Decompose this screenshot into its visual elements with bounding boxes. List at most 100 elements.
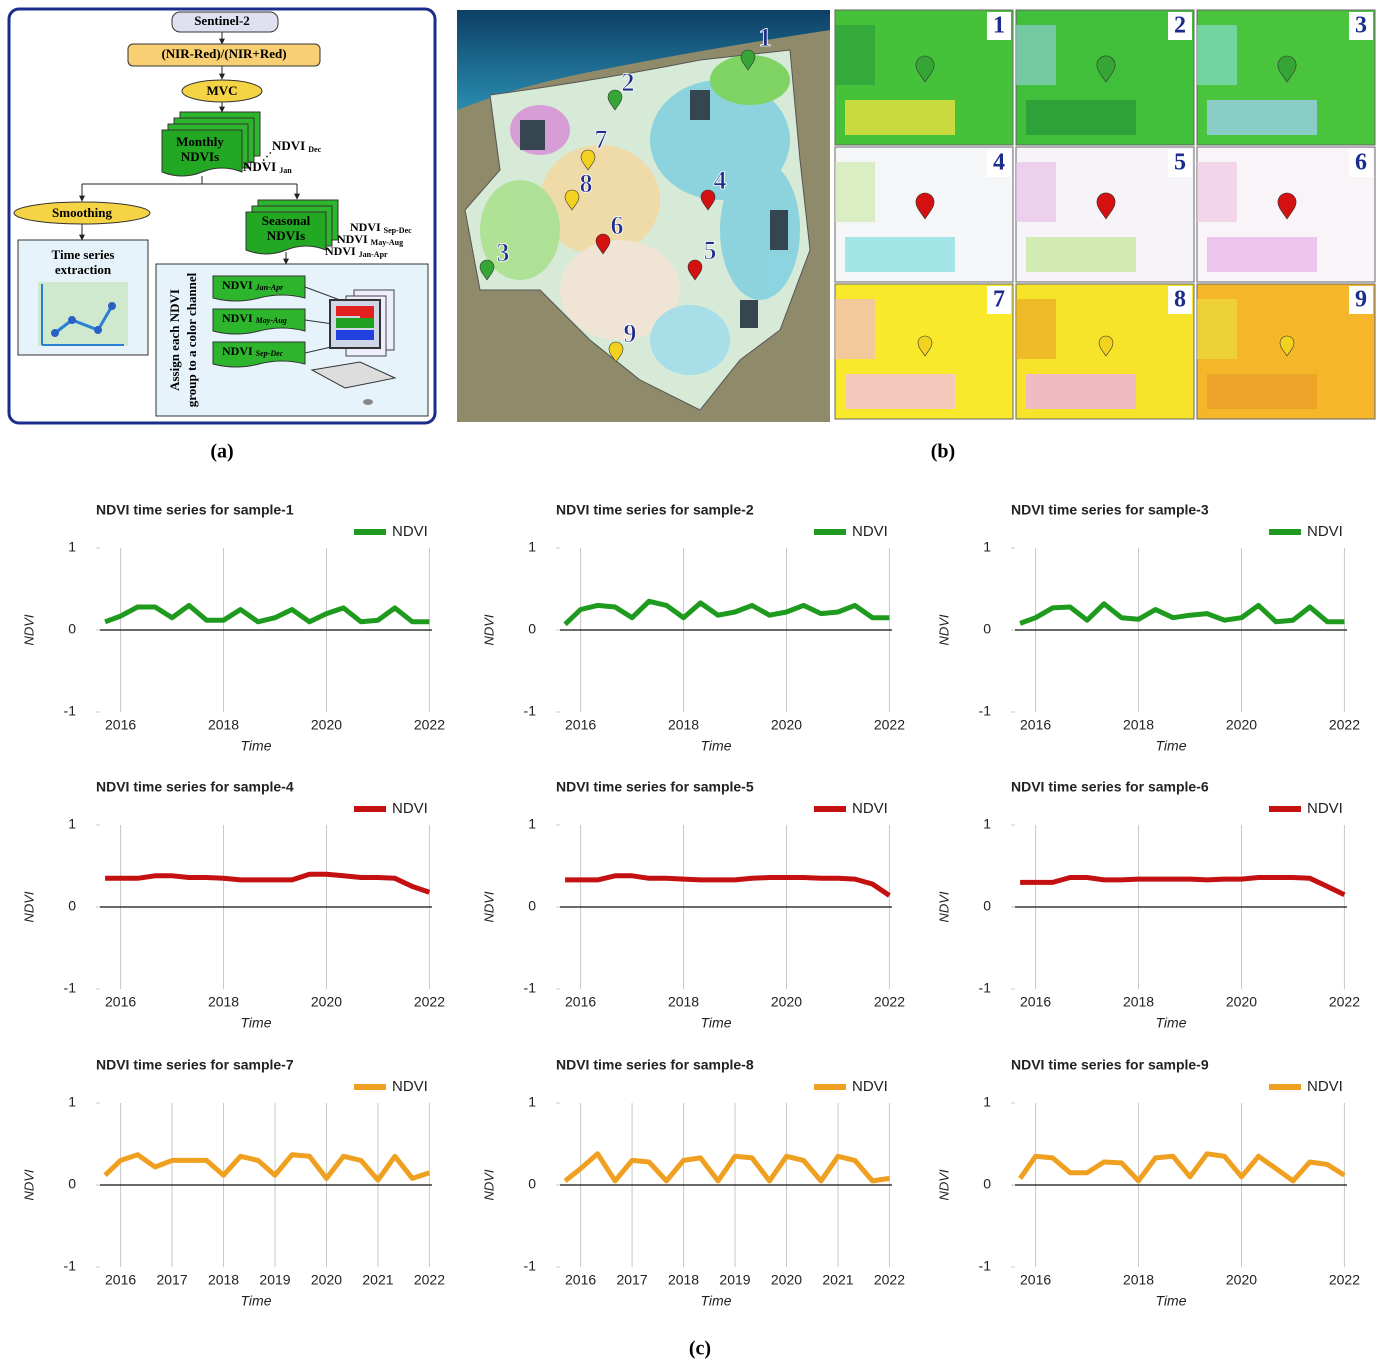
x-tick-label: 2021 <box>822 1272 853 1288</box>
ndvi-line <box>1020 604 1344 624</box>
y-tick-label: -1 <box>64 1258 77 1274</box>
x-tick-label: 2022 <box>874 717 905 733</box>
x-tick-label: 2018 <box>208 717 239 733</box>
y-axis-label: NDVI <box>481 1169 496 1200</box>
x-tick-label: 2020 <box>311 1272 342 1288</box>
legend-label: NDVI <box>1307 1078 1343 1095</box>
y-axis-label: NDVI <box>481 614 496 645</box>
tile-patch <box>1197 162 1237 222</box>
x-tick-label: 2016 <box>105 994 136 1010</box>
y-tick-label: 1 <box>528 1094 536 1110</box>
y-tick-label: 0 <box>68 621 76 637</box>
legend-label: NDVI <box>1307 800 1343 817</box>
mini-chart <box>38 282 128 346</box>
ndvi-sub: Jan-Apr <box>359 250 388 259</box>
y-axis-label: NDVI <box>21 891 36 922</box>
x-tick-label: 2020 <box>1226 717 1257 733</box>
ndvi-line <box>565 601 889 624</box>
ndvi-line <box>565 876 889 896</box>
tile-label: 6 <box>1355 150 1367 176</box>
x-axis-label: Time <box>241 1293 272 1309</box>
marker-label: 9 <box>624 319 637 348</box>
tile-patch <box>1016 162 1056 222</box>
y-tick-label: 0 <box>68 1176 76 1192</box>
tile-patch <box>1016 299 1056 359</box>
ndvi-line <box>1020 878 1344 895</box>
source: Sentinel-2 <box>194 13 250 28</box>
y-tick-label: 1 <box>983 816 991 832</box>
y-tick-label: -1 <box>524 980 537 996</box>
ndvi-text: NDVI <box>325 244 356 258</box>
tile-label: 7 <box>993 287 1005 313</box>
tile-label: 9 <box>1355 287 1367 313</box>
ndvi-chart: NDVI time series for sample-920162018202… <box>936 1057 1360 1309</box>
x-tick-label: 2022 <box>1329 994 1360 1010</box>
legend-label: NDVI <box>392 800 428 817</box>
figure: Sentinel-2 (NIR-Red)/(NIR+Red) MVC Month… <box>0 0 1381 1363</box>
ndvi-sub: Sep-Dec <box>384 226 412 235</box>
chart-title: NDVI time series for sample-1 <box>96 502 294 518</box>
tile-label: 1 <box>993 13 1005 39</box>
x-axis-label: Time <box>701 1293 732 1309</box>
panel-label: (b) <box>931 441 955 463</box>
tile-label: 2 <box>1174 13 1186 39</box>
marker-label: 8 <box>580 169 593 198</box>
tile-patch <box>1026 237 1136 272</box>
seasonal-line: NDVIs <box>267 228 305 243</box>
y-tick-label: 1 <box>68 816 76 832</box>
y-tick-label: 0 <box>983 621 991 637</box>
chart-title: NDVI time series for sample-9 <box>1011 1057 1209 1073</box>
y-axis-label: NDVI <box>21 1169 36 1200</box>
legend-label: NDVI <box>1307 523 1343 540</box>
ndvi-text: NDVI <box>222 344 253 358</box>
x-tick-label: 2018 <box>1123 1272 1154 1288</box>
page: { "flowchart": { "source": "Sentinel-2",… <box>0 0 1381 1363</box>
legend-label: NDVI <box>852 800 888 817</box>
tile-patch <box>1197 25 1237 85</box>
x-tick-label: 2018 <box>668 994 699 1010</box>
extraction-line: Time series <box>52 247 115 262</box>
formula: (NIR-Red)/(NIR+Red) <box>161 46 286 61</box>
x-tick-label: 2022 <box>874 1272 905 1288</box>
monthly-line: NDVIs <box>181 149 219 164</box>
ndvi-sub: Jan-Apr <box>255 283 284 292</box>
marker-label: 4 <box>714 166 727 195</box>
x-tick-label: 2016 <box>565 717 596 733</box>
chart-title: NDVI time series for sample-4 <box>96 779 294 795</box>
y-axis-label: NDVI <box>936 1169 951 1200</box>
chart-title: NDVI time series for sample-2 <box>556 502 754 518</box>
x-tick-label: 2019 <box>259 1272 290 1288</box>
x-tick-label: 2021 <box>362 1272 393 1288</box>
x-tick-label: 2016 <box>565 994 596 1010</box>
x-axis-label: Time <box>1156 738 1187 754</box>
tile-patch <box>1026 100 1136 135</box>
ndvi-line <box>1020 1154 1344 1181</box>
x-tick-label: 2022 <box>414 1272 445 1288</box>
flowchart: Sentinel-2 (NIR-Red)/(NIR+Red) MVC Month… <box>9 9 435 423</box>
y-axis-label: NDVI <box>21 614 36 645</box>
x-tick-label: 2020 <box>771 1272 802 1288</box>
x-tick-label: 2016 <box>565 1272 596 1288</box>
y-tick-label: 1 <box>983 1094 991 1110</box>
x-tick-label: 2022 <box>1329 717 1360 733</box>
x-tick-label: 2020 <box>311 994 342 1010</box>
tile-label: 8 <box>1174 287 1186 313</box>
ndvi-line <box>565 1154 889 1181</box>
y-tick-label: 1 <box>68 539 76 555</box>
x-tick-label: 2022 <box>1329 1272 1360 1288</box>
tile-patch <box>1016 25 1056 85</box>
x-tick-label: 2019 <box>719 1272 750 1288</box>
x-tick-label: 2022 <box>414 717 445 733</box>
tile-patch <box>845 374 955 409</box>
legend-label: NDVI <box>392 523 428 540</box>
smoothing: Smoothing <box>52 205 112 220</box>
marker-label: 2 <box>622 68 635 97</box>
tile-patch <box>1207 100 1317 135</box>
y-tick-label: 0 <box>528 621 536 637</box>
y-tick-label: 0 <box>68 898 76 914</box>
x-tick-label: 2016 <box>1020 994 1051 1010</box>
y-tick-label: 0 <box>528 1176 536 1192</box>
